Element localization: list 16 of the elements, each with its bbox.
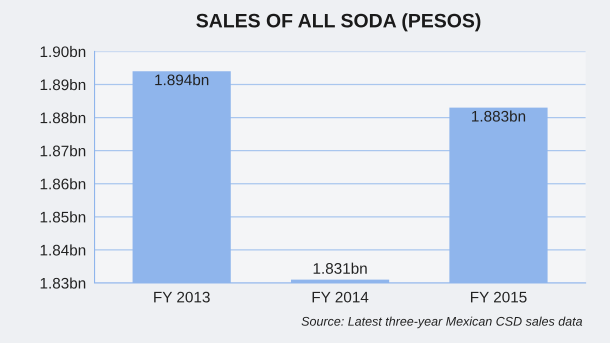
y-tick-label: 1.88bn (40, 112, 86, 124)
y-tick-label: 1.89bn (40, 78, 86, 90)
data-label: 1.894bn (155, 74, 208, 86)
x-tick-label: FY 2015 (470, 292, 527, 303)
data-label: 1.883bn (472, 110, 526, 122)
y-tick-label: 1.87bn (40, 145, 86, 156)
y-tick-label: 1.86bn (40, 178, 86, 190)
data-label: 1.831bn (314, 262, 367, 274)
source-note: Source: Latest three-year Mexican CSD sales data (302, 316, 582, 328)
y-tick-label: 1.90bn (40, 46, 86, 58)
chart-title: SALES OF ALL SODA (PESOS) (196, 13, 480, 32)
y-tick-label: 1.84bn (40, 244, 86, 256)
y-tick-label: 1.83bn (40, 277, 86, 289)
x-tick-label: FY 2014 (312, 292, 368, 303)
x-tick-label: FY 2013 (154, 292, 210, 303)
y-tick-label: 1.85bn (40, 211, 86, 223)
